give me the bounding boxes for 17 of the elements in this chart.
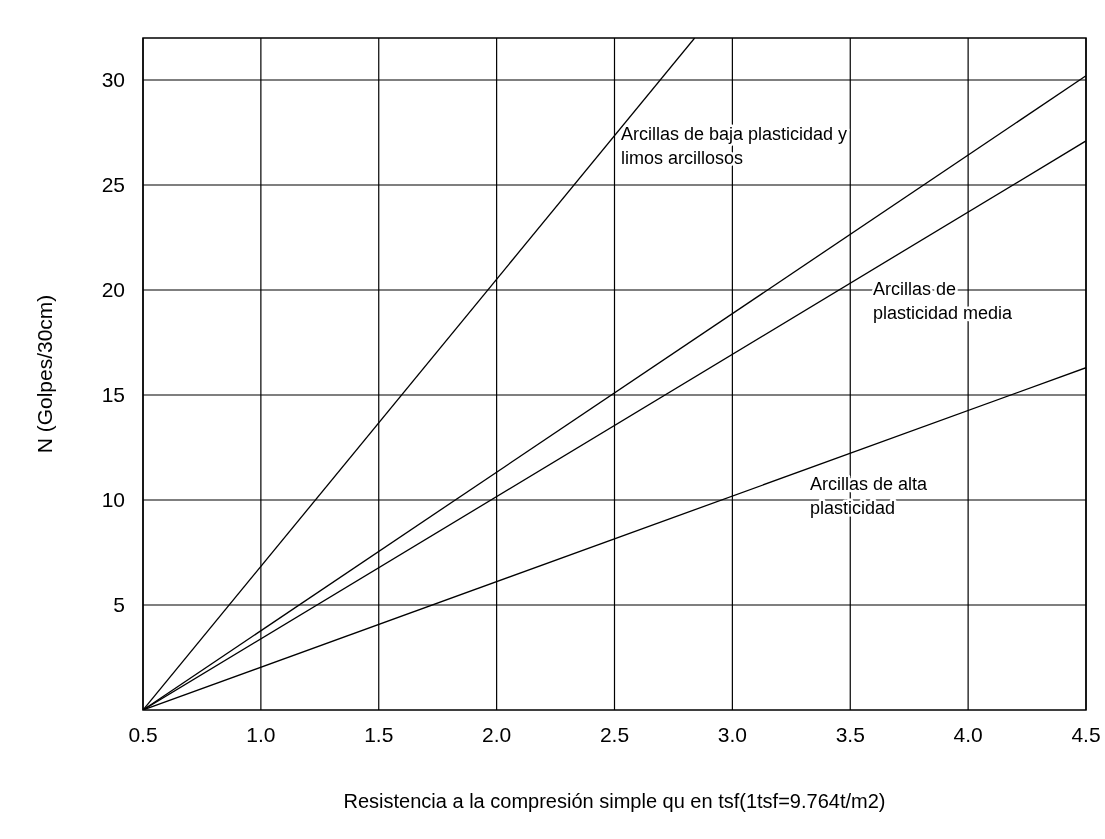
y-tick-label: 25	[101, 173, 125, 196]
x-tick-label: 3.5	[835, 723, 865, 746]
x-tick-label: 2.0	[482, 723, 512, 746]
y-axis-title: N (Golpes/30cm)	[33, 294, 56, 454]
x-tick-label: 0.5	[128, 723, 158, 746]
x-tick-label: 2.5	[599, 723, 630, 746]
y-tick-label: 5	[113, 593, 125, 616]
x-axis-title: Resistencia a la compresión simple qu en tsf(1tsf=9.764t/m2)	[343, 790, 886, 812]
x-tick-label: 4.0	[953, 723, 983, 746]
y-tick-label: 10	[101, 488, 125, 511]
x-tick-label: 3.0	[717, 723, 747, 746]
y-tick-label: 15	[101, 383, 125, 406]
x-tick-label: 4.5	[1071, 723, 1101, 746]
x-tick-label: 1.0	[246, 723, 276, 746]
x-tick-label: 1.5	[364, 723, 394, 746]
y-tick-label: 20	[101, 278, 125, 301]
y-tick-label: 30	[101, 68, 125, 91]
